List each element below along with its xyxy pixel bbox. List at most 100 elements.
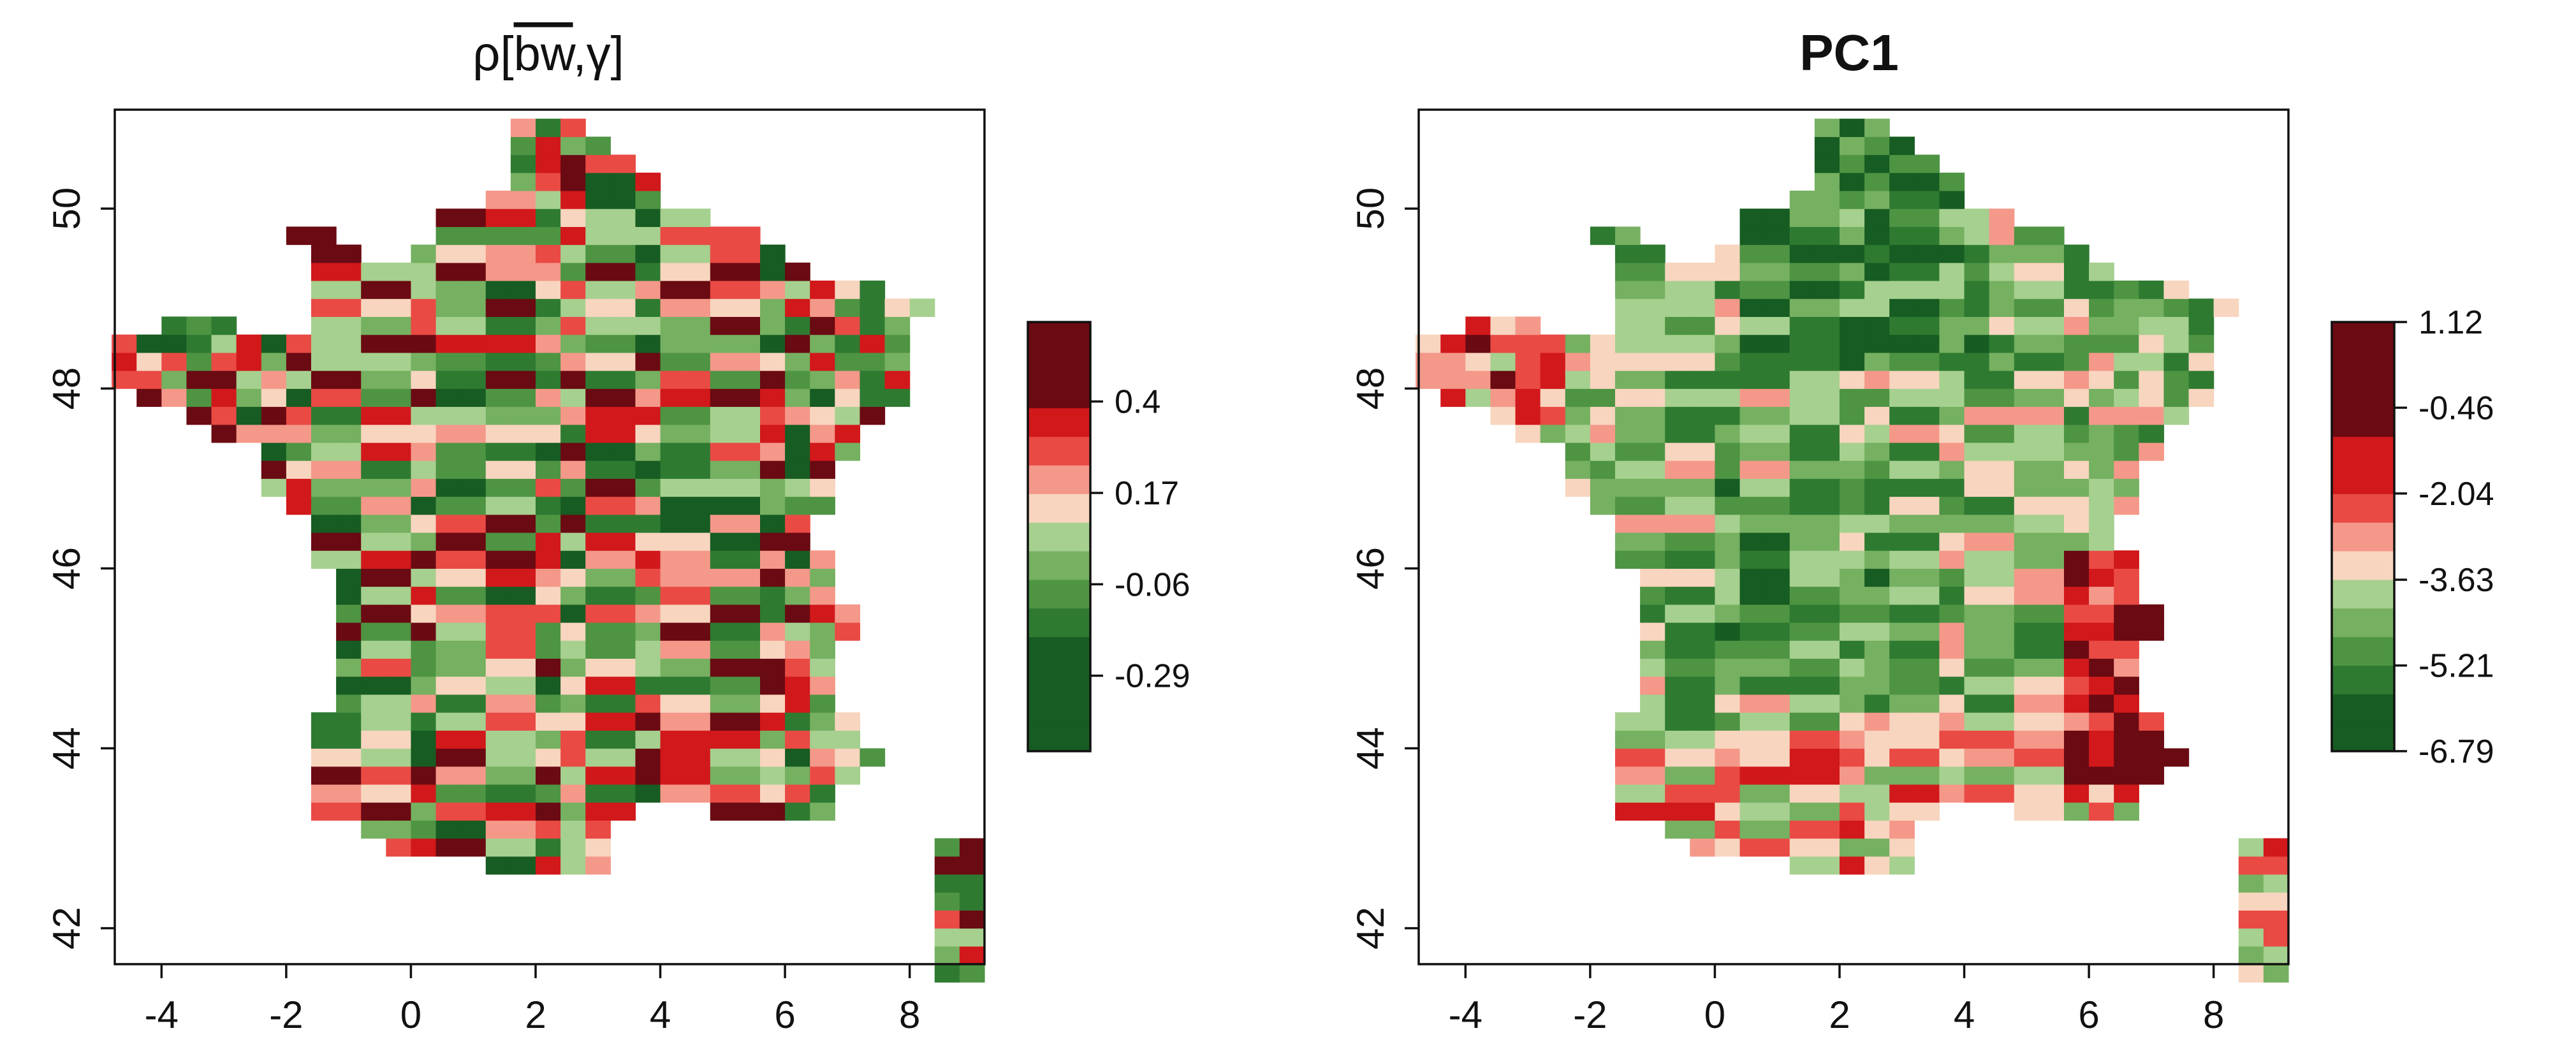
colorbar-segment [1028, 522, 1090, 552]
heatmap-cell [635, 244, 661, 263]
heatmap-cell [710, 694, 736, 713]
heatmap-cell [1889, 712, 1915, 731]
heatmap-cell [2014, 748, 2040, 767]
heatmap-cell [1964, 766, 1990, 785]
heatmap-cell [460, 406, 487, 425]
heatmap-cell [1690, 424, 1716, 443]
heatmap-cell [2089, 532, 2114, 551]
heatmap-cell [1739, 406, 1766, 425]
heatmap-cell [610, 766, 636, 785]
heatmap-cell [311, 550, 337, 569]
heatmap-cell [735, 622, 761, 641]
heatmap-cell [2014, 586, 2040, 605]
heatmap-cell [2114, 640, 2139, 659]
heatmap-cell [1789, 622, 1815, 641]
heatmap-cell [536, 316, 561, 335]
heatmap-cell [810, 370, 835, 389]
heatmap-cell [361, 784, 386, 803]
heatmap-cell [460, 460, 487, 479]
heatmap-cell [2014, 730, 2040, 749]
heatmap-cell [386, 532, 412, 551]
heatmap-cell [1665, 802, 1690, 821]
heatmap-cell [2014, 281, 2040, 299]
heatmap-cell [760, 352, 786, 371]
heatmap-cell [2263, 964, 2289, 983]
heatmap-cell [1789, 748, 1815, 767]
y-tick-label: 42 [45, 907, 88, 949]
heatmap-cell [1764, 298, 1790, 318]
heatmap-cell [510, 226, 536, 246]
heatmap-cell [585, 766, 611, 785]
heatmap-cell [411, 766, 437, 785]
heatmap-cell [560, 442, 586, 461]
heatmap-cell [2014, 406, 2040, 425]
heatmap-cell [1690, 766, 1716, 785]
heatmap-cell [261, 388, 287, 407]
heatmap-cell [311, 334, 337, 353]
heatmap-cell [1739, 298, 1766, 318]
heatmap-cell [785, 694, 810, 713]
heatmap-cell [2114, 424, 2139, 443]
heatmap-cell [1814, 838, 1840, 857]
heatmap-cell [660, 406, 686, 425]
heatmap-cell [1964, 514, 1990, 533]
heatmap-cell [1840, 190, 1865, 209]
heatmap-cell [2089, 586, 2114, 605]
heatmap-cell [660, 226, 686, 246]
heatmap-cell [685, 298, 711, 318]
colorbar-segment [1028, 350, 1090, 380]
heatmap-cell [560, 658, 586, 677]
heatmap-cell [560, 154, 586, 173]
heatmap-cell [860, 748, 886, 767]
heatmap-cell [1840, 226, 1865, 246]
heatmap-cell [1615, 352, 1641, 371]
heatmap-cell [311, 712, 337, 731]
heatmap-cell [411, 694, 437, 713]
heatmap-cell [211, 334, 237, 353]
heatmap-cell [1914, 226, 1940, 246]
heatmap-cell [2139, 442, 2165, 461]
heatmap-cell [510, 640, 536, 659]
heatmap-cell [2014, 244, 2040, 263]
heatmap-cell [2139, 388, 2165, 407]
heatmap-cell [785, 748, 810, 767]
heatmap-cell [735, 406, 761, 425]
heatmap-cell [1864, 856, 1890, 875]
heatmap-cell [2089, 262, 2114, 281]
heatmap-cell [1515, 406, 1541, 425]
heatmap-cell [186, 406, 212, 425]
heatmap-cell [361, 316, 386, 335]
heatmap-cell [710, 712, 736, 731]
heatmap-cell [1814, 262, 1840, 281]
heatmap-cell [1864, 820, 1890, 839]
heatmap-cell [1690, 442, 1716, 461]
heatmap-cell [286, 370, 312, 389]
heatmap-cell [1939, 388, 1965, 407]
colorbar-segment [2332, 550, 2394, 580]
heatmap-cell [1739, 730, 1766, 749]
heatmap-cell [435, 244, 462, 263]
heatmap-cell [735, 748, 761, 767]
heatmap-cell [1764, 622, 1790, 641]
heatmap-cell [1665, 712, 1690, 731]
heatmap-cell [386, 424, 412, 443]
heatmap-cell [2014, 766, 2040, 785]
heatmap-cell [610, 784, 636, 803]
heatmap-cell [1590, 406, 1616, 425]
heatmap-cell [760, 604, 786, 623]
heatmap-cell [1889, 694, 1915, 713]
heatmap-cell [810, 802, 835, 821]
heatmap-cell [1764, 604, 1790, 623]
heatmap-cell [1964, 496, 1990, 515]
heatmap-cell [2014, 658, 2040, 677]
heatmap-cell [2188, 352, 2214, 371]
heatmap-cell [660, 298, 686, 318]
heatmap-cell [1465, 352, 1491, 371]
colorbar-segment [2332, 579, 2394, 609]
heatmap-cell [934, 928, 960, 947]
heatmap-cell [735, 694, 761, 713]
heatmap-cell [2089, 730, 2114, 749]
heatmap-cell [1964, 209, 1990, 227]
heatmap-cell [1864, 154, 1890, 173]
heatmap-cell [835, 352, 861, 371]
